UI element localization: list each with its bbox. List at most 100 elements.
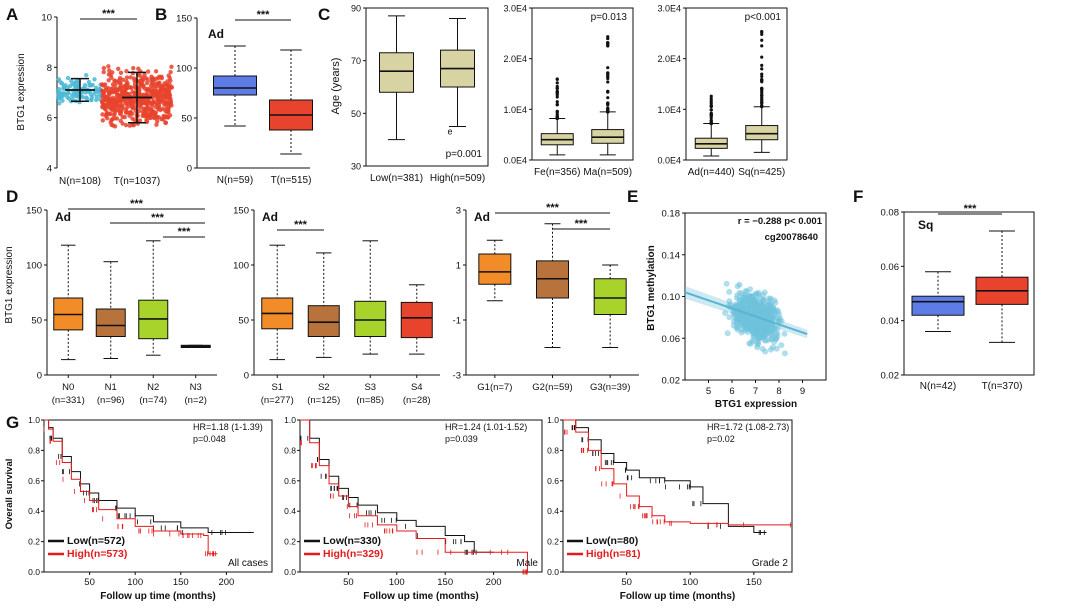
C2-outlier: [555, 77, 559, 82]
C2-outlier: [606, 76, 610, 81]
E-y-label: BTG1 methylation: [646, 245, 657, 331]
E-point: [736, 289, 743, 296]
A-point-T: [116, 108, 122, 113]
G1-legend-label: High(n=573): [67, 548, 127, 560]
E-point: [781, 330, 788, 337]
E-point: [723, 280, 730, 287]
A-y-label: BTG1 expression: [16, 53, 27, 130]
E-point: [742, 323, 749, 330]
E-point: [765, 301, 772, 308]
A-point-N: [57, 101, 62, 106]
A-point-T: [131, 65, 136, 71]
C3-outlier: [760, 104, 764, 108]
A-point-T: [118, 70, 124, 75]
D1-c-signif-label: ***: [178, 226, 192, 238]
A-point-T: [165, 94, 171, 100]
A-point-T: [153, 76, 158, 82]
A-point-T: [150, 103, 155, 108]
A-point-N: [86, 79, 92, 85]
A-point-N: [88, 83, 94, 88]
A-point-N: [60, 98, 65, 103]
G3-caption: Grade 2: [752, 558, 789, 569]
G3-y-tick-label: 0.6: [547, 476, 559, 486]
E-point: [769, 307, 776, 314]
C1-y-tick-label: 50: [351, 109, 361, 119]
A-point-T: [106, 78, 111, 83]
A-point-N: [94, 97, 99, 103]
panel-label-C: C: [318, 5, 330, 24]
C3-y-tick-label: 0.0E4: [657, 156, 681, 166]
C2-outlier: [606, 103, 610, 107]
A-point-T: [163, 120, 169, 125]
D3-category-label: G3(n=39): [590, 382, 630, 393]
E-point: [750, 292, 757, 299]
D1-tag: Ad: [55, 210, 71, 224]
A-point-T: [143, 110, 149, 116]
A-point-T: [122, 99, 128, 104]
F-y-tick-label: 0.02: [881, 371, 900, 382]
E-x-tick-label: 5: [706, 386, 711, 397]
A-point-N: [66, 96, 71, 101]
A-point-T: [99, 99, 105, 104]
A-point-T: [123, 90, 128, 96]
D2-y-tick-label: 100: [233, 261, 249, 272]
E-point: [773, 336, 780, 343]
F-y-tick-label: 0.08: [881, 208, 900, 219]
A-point-N: [69, 93, 75, 98]
D3-category-label: G2(n=59): [532, 382, 572, 393]
E-point: [758, 319, 765, 326]
C3-outlier: [760, 55, 764, 59]
A-point-T: [113, 79, 118, 84]
A-point-T: [149, 74, 154, 79]
E-y-tick-label: 0.10: [662, 292, 681, 303]
G3-y-tick-label: 0.2: [547, 537, 559, 547]
A-point-T: [153, 86, 158, 91]
A-point-T: [156, 106, 161, 111]
D3-y-tick-label: 1: [456, 261, 461, 272]
A-point-T: [106, 64, 111, 69]
D3-b-signif-label: ***: [575, 218, 589, 230]
A-point-T: [119, 89, 125, 94]
A-point-T: [103, 107, 108, 112]
G2-x-tick-label: 150: [437, 577, 453, 588]
C2-y-tick-label: 2.0E4: [503, 54, 527, 64]
G1-x-tick-label: 100: [127, 577, 143, 588]
A-y-tick-label: 8: [47, 63, 52, 74]
G1-y-tick-label: 1.0: [28, 415, 40, 425]
C1-category-label: Low(n=381): [370, 173, 423, 184]
panel-label-A: A: [6, 5, 18, 24]
A-point-T: [124, 75, 130, 80]
A-y-tick-label: 6: [47, 113, 52, 124]
D1-y-tick-label: 50: [31, 316, 42, 327]
G3-km-curve-high: [563, 419, 792, 526]
C3-y-tick-label: 1.0E4: [657, 105, 681, 115]
F-frame: [903, 211, 1035, 376]
A-point-T: [145, 69, 151, 74]
A-point-N: [59, 93, 65, 98]
E-point: [775, 308, 782, 315]
A-point-N: [86, 89, 91, 95]
D3-category-label: G1(n=7): [477, 382, 512, 393]
A-point-T: [123, 122, 129, 128]
A-point-N: [75, 84, 80, 89]
E-point: [749, 321, 756, 328]
D1-y-tick-label: 0: [37, 371, 42, 382]
A-point-T: [159, 116, 164, 122]
E-point: [776, 317, 783, 324]
A-point-T: [158, 85, 163, 90]
C2-outlier: [555, 81, 559, 85]
E-point: [738, 301, 745, 308]
C1-y-tick-label: 70: [351, 56, 361, 66]
G1-y-tick-label: 0.4: [28, 506, 40, 516]
G1-legend-label: Low(n=572): [67, 535, 125, 547]
A-point-T: [110, 123, 116, 128]
A-point-T: [162, 87, 168, 93]
D1-category-label: N1: [105, 382, 117, 393]
C2-y-tick-label: 1.0E4: [503, 105, 527, 115]
E-point: [734, 326, 741, 333]
C3-outlier: [709, 108, 713, 112]
A-point-N: [94, 94, 99, 99]
C3-y-tick-label: 3.0E4: [657, 4, 681, 14]
A-point-T: [159, 76, 164, 81]
C2-y-tick-label: 3.0E4: [503, 4, 527, 14]
